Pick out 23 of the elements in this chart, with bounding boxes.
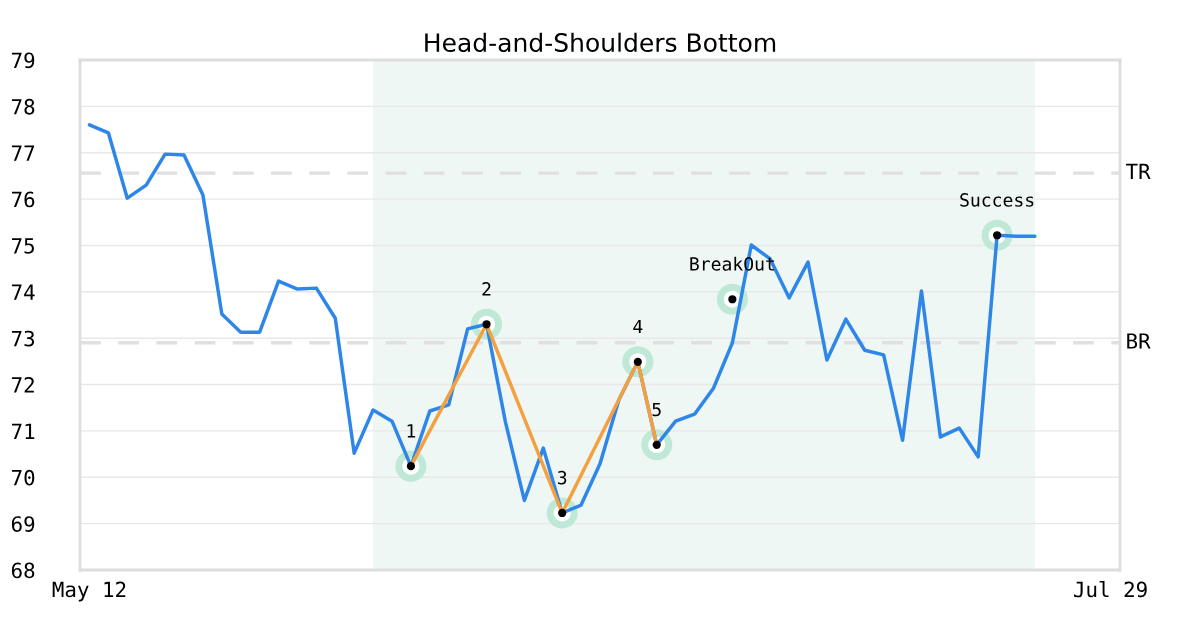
ref-line-label: BR bbox=[1127, 333, 1151, 349]
y-tick-label: 72 bbox=[11, 377, 34, 393]
y-tick-label: 70 bbox=[11, 469, 35, 486]
y-tick-label: 73 bbox=[11, 330, 35, 347]
y-tick-label: 77 bbox=[11, 145, 35, 161]
y-tick-label: 71 bbox=[11, 423, 35, 439]
x-tick-label: May 12 bbox=[52, 581, 126, 602]
y-tick-label: 75 bbox=[11, 238, 34, 254]
annotation: 3 bbox=[557, 470, 567, 485]
annotation: 1 bbox=[407, 424, 416, 438]
y-tick-label: 68 bbox=[11, 562, 35, 579]
y-tick-label: 76 bbox=[11, 191, 35, 208]
y-tick-label: 74 bbox=[11, 284, 35, 300]
chart-title: Head-and-Shoulders Bottom bbox=[425, 32, 776, 53]
annotation: Success bbox=[960, 193, 1034, 207]
annotation: 4 bbox=[633, 319, 643, 334]
y-tick-label: 79 bbox=[11, 52, 35, 69]
ref-line-label: TR bbox=[1126, 163, 1151, 179]
y-tick-label: 78 bbox=[11, 98, 35, 115]
annotation: 2 bbox=[482, 282, 491, 296]
y-tick-label: 69 bbox=[11, 516, 35, 532]
annotation: 5 bbox=[652, 402, 661, 417]
x-tick-label: Jul 29 bbox=[1074, 581, 1147, 598]
